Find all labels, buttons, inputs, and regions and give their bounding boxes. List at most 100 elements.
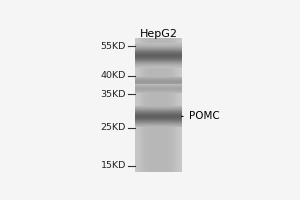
Bar bbox=[135, 51, 182, 52]
Bar bbox=[135, 66, 182, 67]
Bar bbox=[138, 38, 139, 172]
Bar bbox=[135, 77, 182, 78]
Text: 25KD: 25KD bbox=[100, 123, 126, 132]
Text: 55KD: 55KD bbox=[100, 42, 126, 51]
Bar bbox=[135, 92, 182, 93]
Bar bbox=[135, 118, 182, 119]
Bar bbox=[135, 87, 182, 88]
Bar bbox=[135, 82, 182, 83]
Bar bbox=[135, 62, 182, 63]
Bar bbox=[162, 38, 163, 172]
Bar bbox=[135, 62, 182, 63]
Bar bbox=[135, 54, 182, 55]
Bar bbox=[135, 122, 182, 123]
Bar bbox=[135, 112, 182, 113]
Bar bbox=[135, 55, 182, 56]
Bar bbox=[135, 50, 182, 51]
Bar bbox=[135, 84, 182, 85]
Bar bbox=[135, 92, 182, 93]
Bar bbox=[135, 59, 182, 60]
Bar bbox=[135, 90, 182, 91]
Bar bbox=[135, 60, 182, 61]
Bar bbox=[135, 77, 182, 78]
Bar bbox=[171, 38, 172, 172]
Bar bbox=[135, 123, 182, 124]
Bar bbox=[135, 60, 182, 61]
Bar bbox=[135, 81, 182, 82]
Bar bbox=[135, 88, 182, 89]
Text: 15KD: 15KD bbox=[100, 161, 126, 170]
Bar bbox=[135, 81, 182, 82]
Bar bbox=[154, 38, 155, 172]
Bar bbox=[135, 117, 182, 118]
Bar bbox=[135, 124, 182, 125]
Bar bbox=[180, 38, 181, 172]
Bar bbox=[135, 49, 182, 50]
Bar bbox=[135, 109, 182, 110]
Bar bbox=[137, 38, 138, 172]
Bar bbox=[135, 45, 182, 46]
Bar bbox=[135, 66, 182, 67]
Bar bbox=[135, 90, 182, 91]
Bar bbox=[135, 113, 182, 114]
Text: 35KD: 35KD bbox=[100, 90, 126, 99]
Bar bbox=[135, 84, 182, 85]
Bar bbox=[135, 43, 182, 44]
Bar bbox=[135, 107, 182, 108]
Bar bbox=[143, 38, 144, 172]
Bar bbox=[135, 67, 182, 68]
Bar bbox=[158, 38, 159, 172]
Bar bbox=[135, 83, 182, 84]
Bar bbox=[141, 38, 142, 172]
Bar bbox=[135, 91, 182, 92]
Bar bbox=[168, 38, 169, 172]
Bar bbox=[135, 119, 182, 120]
Bar bbox=[135, 117, 182, 118]
Bar bbox=[135, 86, 182, 87]
Bar bbox=[135, 90, 182, 91]
Bar bbox=[176, 38, 177, 172]
Bar bbox=[163, 38, 164, 172]
Bar bbox=[135, 86, 182, 87]
Bar bbox=[154, 38, 155, 172]
Bar bbox=[137, 38, 139, 172]
Bar bbox=[135, 88, 182, 89]
Bar bbox=[135, 80, 182, 81]
Bar bbox=[135, 86, 182, 87]
Bar bbox=[135, 47, 182, 48]
Bar bbox=[135, 124, 182, 125]
Bar bbox=[135, 64, 182, 65]
Bar bbox=[135, 67, 182, 68]
Bar bbox=[146, 38, 147, 172]
Bar bbox=[141, 38, 142, 172]
Bar bbox=[169, 38, 170, 172]
Bar bbox=[135, 125, 182, 126]
Bar bbox=[167, 38, 168, 172]
Bar bbox=[135, 91, 182, 92]
Bar bbox=[135, 83, 182, 84]
Bar bbox=[165, 38, 166, 172]
Bar bbox=[135, 92, 182, 93]
Bar bbox=[135, 122, 182, 123]
Bar bbox=[155, 38, 156, 172]
Bar bbox=[135, 123, 182, 124]
Bar bbox=[135, 52, 182, 53]
Bar bbox=[135, 78, 182, 79]
Bar bbox=[135, 114, 182, 115]
Bar bbox=[135, 53, 182, 54]
Bar bbox=[135, 45, 182, 46]
Bar bbox=[135, 121, 182, 122]
Bar bbox=[135, 57, 182, 58]
Bar bbox=[158, 38, 159, 172]
Bar bbox=[135, 108, 182, 109]
Bar bbox=[135, 44, 182, 45]
Bar bbox=[151, 38, 152, 172]
Bar bbox=[149, 38, 150, 172]
Bar bbox=[135, 46, 182, 47]
Bar bbox=[135, 63, 182, 64]
Bar bbox=[135, 89, 182, 90]
Bar bbox=[177, 38, 178, 172]
Bar bbox=[172, 38, 173, 172]
Bar bbox=[135, 85, 182, 86]
Bar bbox=[135, 56, 182, 57]
